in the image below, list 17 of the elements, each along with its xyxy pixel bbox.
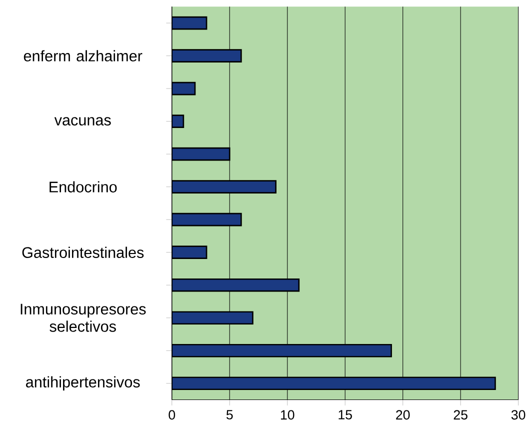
x-tick-label: 15 [338, 410, 352, 420]
x-tick-label: 5 [226, 410, 233, 420]
x-tick-label: 25 [454, 410, 468, 420]
y-tick-label: Endocrino [50, 181, 117, 193]
x-tick-label: 10 [280, 410, 294, 420]
bar [172, 246, 208, 260]
x-tick-label: 20 [396, 410, 410, 420]
y-tick-label: antihipertensivos [26, 376, 140, 391]
x-tick-label: 30 [511, 410, 526, 420]
bar [172, 114, 184, 128]
bar [172, 82, 196, 96]
x-tick-label: 0 [168, 410, 176, 420]
y-tick-label: enferm alzhaimer [24, 50, 142, 62]
y-tick-label: vacunas [54, 117, 111, 126]
bar [172, 16, 208, 30]
y-tick-label: Gastrointestinales [22, 246, 144, 258]
y-tick-label: Inmunosupresores selectivos [20, 304, 146, 332]
